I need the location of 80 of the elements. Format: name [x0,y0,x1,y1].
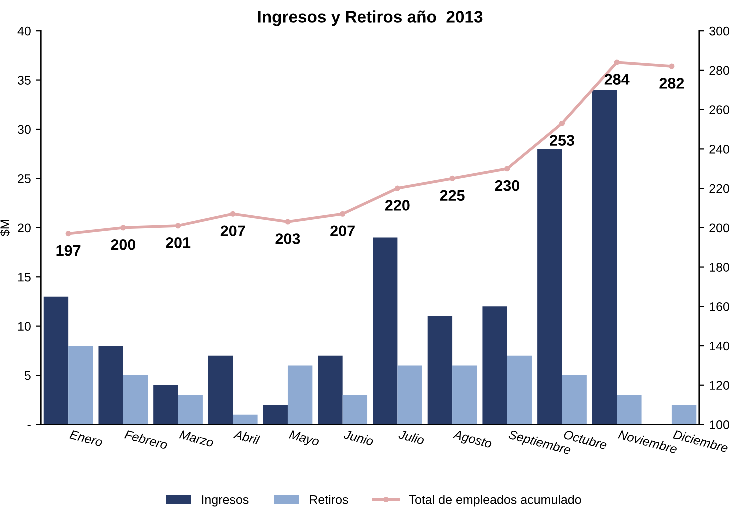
y-tick-label: 40 [18,26,31,36]
point [559,120,566,126]
y-tick-label: 30 [18,125,31,134]
y-tick-label: 10 [18,322,31,331]
x-tick-label: Febrero [124,430,168,450]
data-label: 284 [604,74,630,85]
bar [398,366,422,425]
y2-tick-label: 100 [710,420,730,430]
bar [672,405,697,425]
data-label: 220 [385,200,410,211]
x-tick-label: Mayo [288,430,320,449]
y2-tick-label: 160 [710,302,730,312]
bar [507,356,532,425]
y-tick-label: 35 [18,76,31,85]
point [120,225,126,231]
point [230,211,236,217]
data-label: 200 [111,239,136,250]
data-label: 203 [276,234,300,244]
y-axis-title: $M [0,220,10,236]
bar [233,414,258,425]
y2-tick-label: 140 [710,342,730,351]
x-tick-label: Junio [343,430,374,446]
bar [452,366,478,425]
bar [68,346,94,425]
y2-tick-label: 220 [710,184,730,194]
data-label: 197 [56,245,81,256]
bar [44,296,69,425]
y2-tick-label: 120 [710,381,730,390]
point [450,176,456,182]
bar [98,346,124,425]
y2-tick-label: 300 [710,26,730,36]
y2-tick-label: 180 [710,263,730,272]
point [285,219,291,225]
point [614,60,620,66]
bar [428,316,453,425]
y2-tick-label: 240 [710,144,730,154]
y-tick-label: 25 [18,174,31,184]
point [394,186,400,192]
bar [342,395,368,425]
x-tick-label: Marzo [179,430,214,448]
data-label: 207 [330,226,355,237]
bar [123,376,148,425]
x-tick-label: Enero [70,430,104,448]
point [175,223,182,229]
y2-tick-label: 280 [710,66,730,76]
y-tick-label: - [28,425,31,426]
bar [178,395,203,425]
point [340,211,346,217]
bar [154,385,178,425]
bar [208,356,234,425]
bar [318,356,343,425]
y2-tick-label: 200 [710,224,730,233]
x-tick-label: Julio [398,430,426,446]
data-label: 201 [166,238,191,248]
legend-label: Ingresos [202,496,249,507]
data-label: 207 [220,226,246,237]
bar [482,306,508,425]
x-tick-label: Agosto [452,430,493,451]
bar [263,405,288,425]
data-label: 282 [660,78,684,89]
y2-tick-label: 260 [710,106,730,114]
bar [617,395,642,425]
chart-title: Ingresos y Retiros año 2013 [258,10,483,26]
data-label: 230 [495,180,520,192]
point [66,231,72,237]
bar [562,376,587,425]
y-tick-label: 20 [18,224,31,233]
point [669,64,675,70]
bar [592,90,618,425]
point [504,166,510,172]
legend-label: Retiros [310,495,348,504]
data-label: 225 [440,190,465,202]
bar [288,366,313,425]
bar [538,149,562,425]
y-tick-label: 15 [18,273,31,282]
bar [373,238,398,425]
x-tick-label: Abril [233,429,261,446]
data-label: 253 [550,135,574,146]
legend-label: Total de empleados acumulado [409,495,582,507]
y-tick-label: 5 [24,371,31,380]
